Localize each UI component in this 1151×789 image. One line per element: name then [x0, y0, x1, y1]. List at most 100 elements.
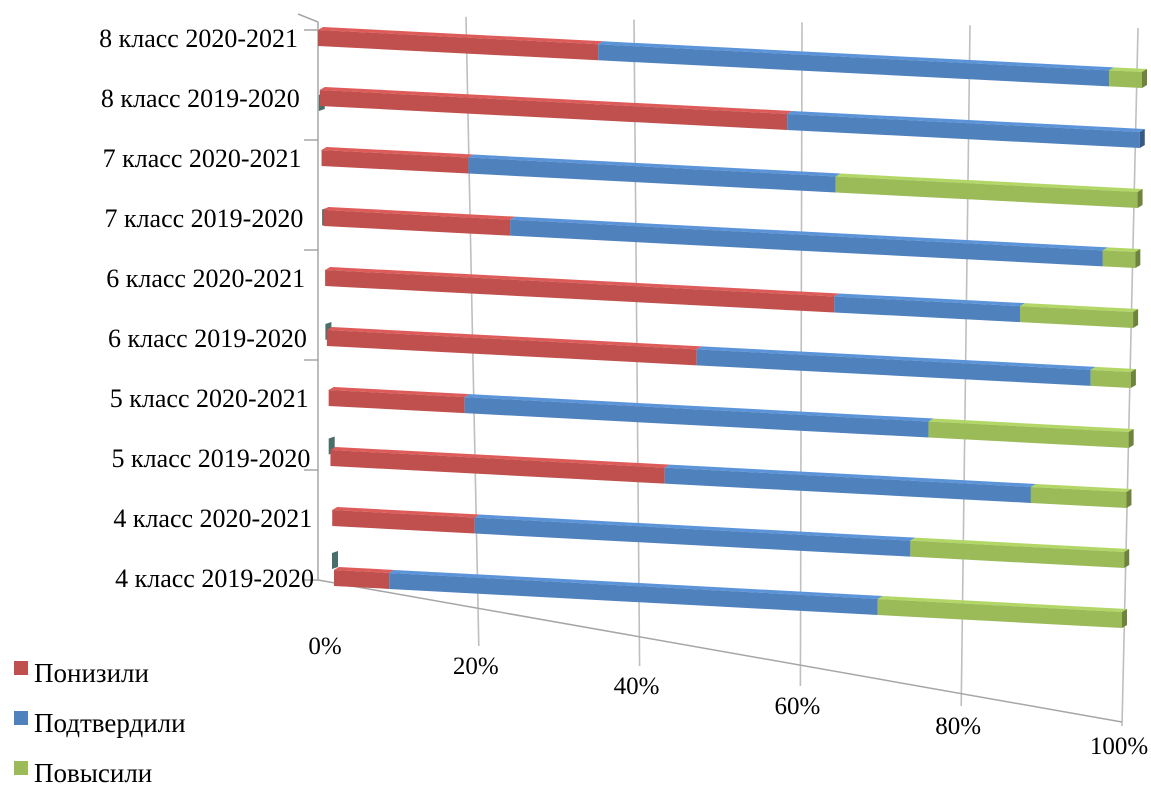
bar-row [323, 207, 1141, 268]
bar-segment-top [696, 346, 1096, 370]
bar-segment-top [323, 207, 516, 220]
category-label: 4 класс 2020-2021 [113, 504, 312, 533]
bar-row [328, 387, 1134, 448]
category-label: 8 класс 2020-2021 [99, 24, 298, 53]
bar-segment [318, 30, 599, 61]
bar-segment [326, 330, 697, 366]
legend-label: Понизили [34, 658, 149, 688]
legend-swatch [14, 661, 28, 675]
bar-segment-end [1137, 189, 1143, 208]
category-label: 5 класс 2019-2020 [112, 444, 311, 473]
bar-segment-top [330, 447, 670, 468]
bar-segment-top [1109, 67, 1147, 72]
x-tick-label: 100% [1090, 733, 1148, 760]
bar-row [330, 447, 1132, 508]
bar-segment-top [1090, 366, 1136, 372]
bar-segment-top [319, 87, 793, 114]
bar-segment [1030, 486, 1127, 508]
legend-label: Повысили [34, 758, 152, 788]
x-tick-label: 80% [935, 713, 981, 740]
category-label: 8 класс 2019-2020 [101, 84, 300, 113]
bar-segment [910, 540, 1125, 568]
bar-segment-end [1142, 69, 1147, 88]
bar-segment [696, 349, 1091, 386]
category-label: 4 класс 2019-2020 [115, 564, 314, 593]
legend: Понизили Подтвердили Повысили [14, 658, 186, 788]
bar-segment [835, 176, 1138, 208]
bar-segment [319, 90, 788, 130]
gridline [465, 16, 480, 647]
bar-segment-end [1139, 129, 1145, 148]
bar-segment-top [334, 567, 395, 573]
gap-marker [332, 551, 338, 569]
bar-segment-top [474, 514, 916, 541]
bar-segment-top [328, 387, 470, 398]
gridline [633, 19, 641, 667]
bars [318, 27, 1147, 628]
bar-segment-top [928, 418, 1134, 432]
bar-row [325, 267, 1139, 328]
bar-segment-top [1102, 247, 1141, 252]
bar-segment-top [877, 595, 1127, 612]
category-label: 7 класс 2019-2020 [104, 204, 303, 233]
bar-segment [1109, 70, 1142, 88]
category-label: 7 класс 2020-2021 [103, 144, 302, 173]
category-label: 5 класс 2020-2021 [110, 384, 309, 413]
bar-segment [328, 390, 465, 414]
bar-segment-top [1030, 483, 1132, 492]
x-tick-label: 60% [774, 693, 820, 720]
bar-segment [664, 467, 1031, 503]
category-labels: 4 класс 2019-2020 4 класс 2020-2021 5 клас… [99, 24, 314, 593]
bar-segment-top [389, 569, 883, 599]
bar-row [319, 87, 1145, 148]
x-tick-label: 20% [453, 653, 499, 680]
bar-segment [1102, 250, 1136, 268]
bar-segment-top [787, 110, 1145, 132]
bar-row [332, 507, 1130, 568]
axis-line [317, 579, 1123, 723]
bar-segment-top [326, 327, 702, 350]
bar-segment-top [325, 267, 840, 297]
bar-segment [834, 296, 1020, 323]
bar-segment [1019, 306, 1134, 328]
x-tick-label: 0% [308, 633, 341, 660]
category-label: 6 класс 2019-2020 [108, 324, 307, 353]
bar-segment-top [332, 507, 480, 518]
bar-segment [330, 450, 665, 484]
bar-row [321, 147, 1143, 208]
bar-segment-top [1019, 303, 1139, 312]
tick-labels: 0% 20% 40% 60% 80% 100% [308, 633, 1148, 760]
bar-segment-end [1122, 609, 1127, 628]
bar-segment [877, 598, 1122, 628]
bar-row [318, 27, 1147, 88]
bar-segment-top [468, 154, 841, 177]
x-tick-label: 40% [614, 673, 660, 700]
bar-segment-top [598, 41, 1115, 71]
bar-segment-end [1128, 429, 1134, 448]
bar-segment [510, 219, 1103, 267]
bar-segment-top [464, 394, 934, 422]
bar-segment [787, 113, 1140, 148]
bar-segment [464, 397, 929, 438]
bar-segment [389, 572, 878, 615]
bar-segment [334, 570, 390, 589]
bar-segment-top [910, 537, 1130, 552]
bar-segment-top [510, 216, 1108, 251]
axis-line [297, 13, 319, 23]
bar-segment-top [321, 147, 474, 158]
bar-segment-end [1126, 489, 1132, 508]
bar-segment [474, 517, 911, 557]
bar-segment-end [1124, 549, 1130, 568]
bar-segment [332, 510, 475, 534]
bar-segment-end [1130, 369, 1136, 388]
legend-label: Подтвердили [34, 708, 186, 738]
bar-segment [468, 157, 836, 193]
bar-segment [321, 150, 469, 174]
bar-row [334, 567, 1127, 628]
category-label: 6 класс 2020-2021 [106, 264, 305, 293]
bar-segment-top [834, 293, 1025, 307]
legend-swatch [14, 761, 28, 775]
bar-segment-end [1133, 309, 1139, 328]
